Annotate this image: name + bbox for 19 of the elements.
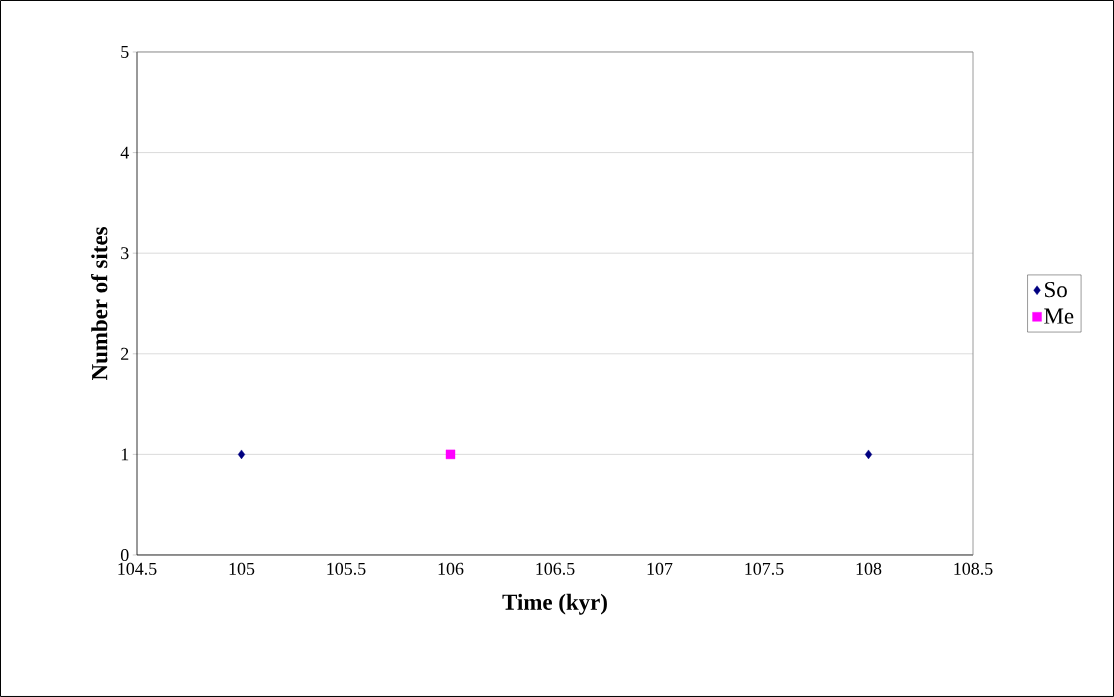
x-tick-label: 107	[647, 562, 673, 575]
x-tick-label: 104.5	[118, 562, 157, 575]
y-tick-label: 0	[120, 548, 129, 562]
x-tick-label: 107.5	[745, 562, 784, 575]
y-tick-label: 3	[121, 247, 129, 260]
x-tick-label: 108	[856, 562, 882, 575]
x-tick-label: 106	[438, 562, 464, 575]
y-tick-label: 5	[121, 46, 129, 58]
x-tick-label: 108.5	[954, 562, 993, 575]
y-axis-title: Number of sites	[91, 227, 108, 381]
y-tick-label: 2	[121, 347, 129, 360]
x-tick-label: 105	[229, 562, 255, 575]
x-axis-title: Time (kyr)	[502, 593, 607, 615]
y-tick-label: 1	[121, 448, 129, 461]
x-tick-label: 106.5	[536, 562, 575, 575]
legend-label: Me	[1044, 308, 1074, 324]
legend-label: So	[1045, 281, 1067, 298]
y-tick-label: 4	[120, 146, 129, 159]
x-tick-label: 105.5	[327, 562, 366, 575]
